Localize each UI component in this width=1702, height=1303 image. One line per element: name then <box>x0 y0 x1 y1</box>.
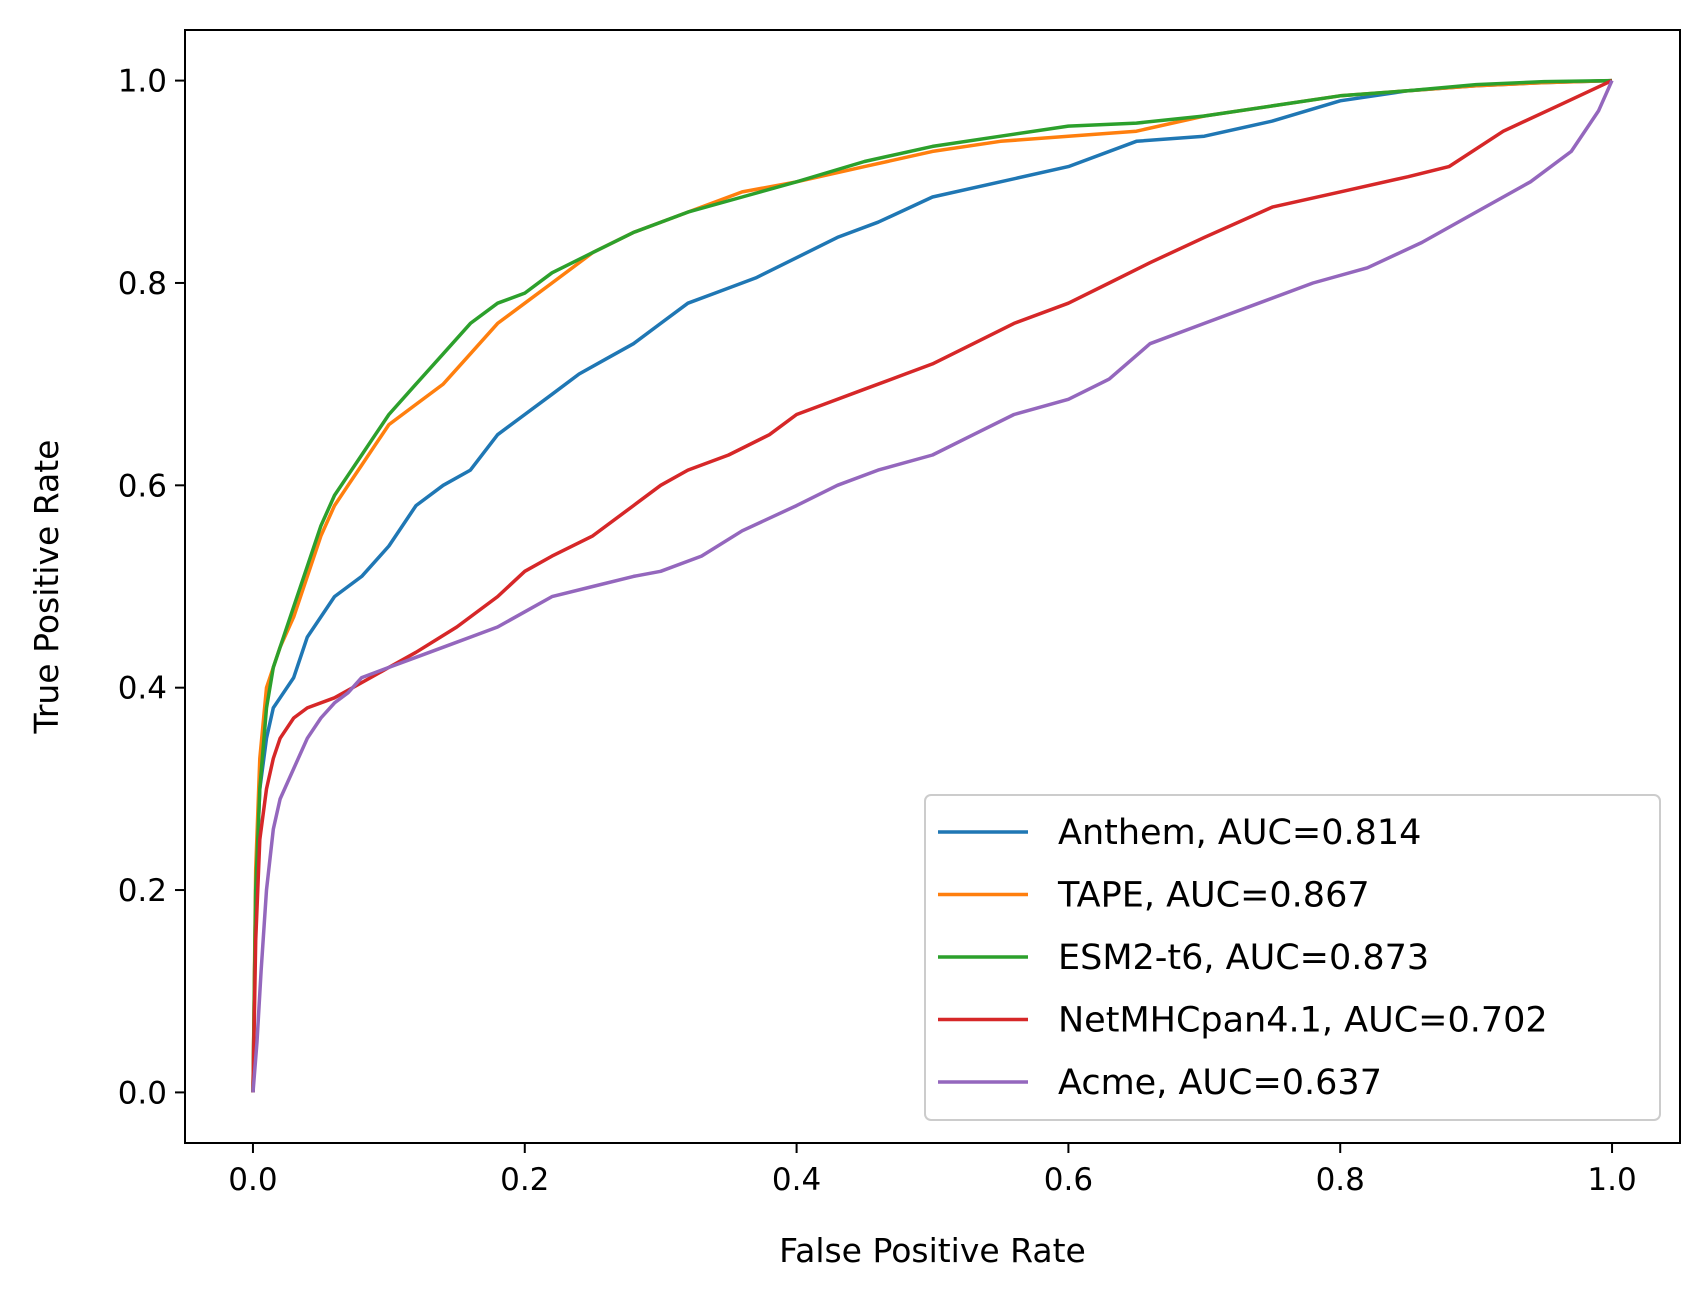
legend-label: ESM2-t6, AUC=0.873 <box>1058 938 1429 978</box>
x-tick-label: 0.4 <box>772 1162 821 1198</box>
y-axis-ticks: 0.0 0.2 0.4 0.6 0.8 1.0 <box>118 64 185 1111</box>
legend-label: TAPE, AUC=0.867 <box>1057 876 1370 916</box>
x-axis-label: False Positive Rate <box>779 1231 1086 1270</box>
y-tick-label: 0.8 <box>118 266 167 302</box>
legend-label: Acme, AUC=0.637 <box>1058 1063 1382 1103</box>
series-line-1 <box>251 78 1613 1093</box>
plot-frame <box>184 29 1681 1144</box>
series-line-3 <box>251 78 1613 1093</box>
series-line-5 <box>251 79 1614 1093</box>
legend: Anthem, AUC=0.814 TAPE, AUC=0.867 ESM2-t6,… <box>924 794 1661 1121</box>
x-tick-label: 0.6 <box>1044 1162 1093 1198</box>
y-tick-label: 0.2 <box>118 873 167 909</box>
y-tick-label: 0.6 <box>118 468 167 504</box>
x-axis-ticks: 0.0 0.2 0.4 0.6 0.8 1.0 <box>228 1143 1637 1198</box>
y-tick-label: 1.0 <box>118 64 167 100</box>
y-tick-label: 0.4 <box>118 671 167 707</box>
x-tick-label: 0.2 <box>500 1162 549 1198</box>
legend-label: NetMHCpan4.1, AUC=0.702 <box>1058 1001 1548 1041</box>
series-line-4 <box>251 79 1613 1093</box>
x-tick-label: 0.8 <box>1316 1162 1365 1198</box>
y-tick-label: 0.0 <box>118 1075 167 1111</box>
x-tick-label: 1.0 <box>1587 1162 1636 1198</box>
legend-label: Anthem, AUC=0.814 <box>1058 813 1421 853</box>
y-axis-label: True Positive Rate <box>27 440 66 735</box>
plot-lines <box>251 78 1614 1093</box>
legend-box <box>924 794 1661 1121</box>
x-tick-label: 0.0 <box>228 1162 277 1198</box>
